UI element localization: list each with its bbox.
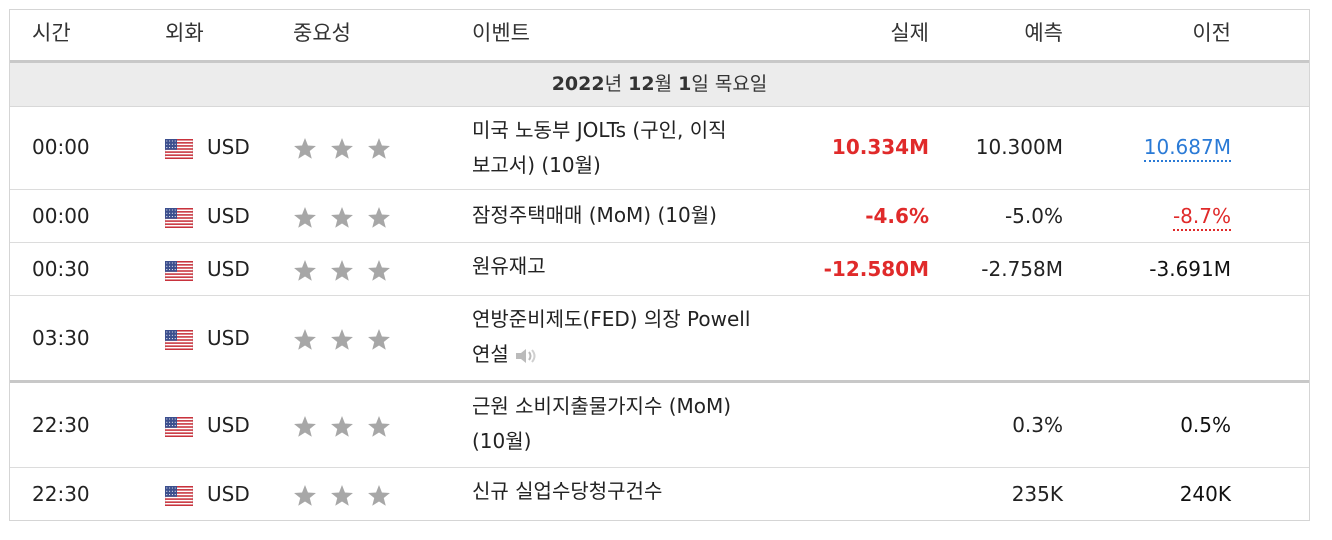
event-previous: 240K <box>1179 482 1231 506</box>
event-forecast: 10.300M <box>975 135 1063 159</box>
star-icon <box>294 485 316 506</box>
calendar-header: 시간 외화 중요성 이벤트 실제 예측 이전 <box>10 10 1309 63</box>
event-name-line1: 미국 노동부 JOLTs (구인, 이직 <box>472 118 727 142</box>
event-row[interactable]: 00:00 USD 잠정주택매매 (MoM) (10월) -4.6% -5.0%… <box>10 190 1309 243</box>
event-forecast: -5.0% <box>1004 204 1063 228</box>
event-actual: 10.334M <box>831 135 929 159</box>
us-flag-icon <box>165 208 193 228</box>
date-day-suffix: 일 목요일 <box>691 73 768 95</box>
event-name-line1: 근원 소비지출물가지수 (MoM) <box>472 394 732 418</box>
star-icon <box>368 416 390 437</box>
event-row[interactable]: 00:30 USD 원유재고 -12.580M -2.758M -3.691M <box>10 243 1309 296</box>
col-event-header[interactable]: 이벤트 <box>472 21 530 45</box>
economic-calendar: 시간 외화 중요성 이벤트 실제 예측 이전 2022년 12월 1일 목요일 … <box>9 9 1310 521</box>
event-forecast: 235K <box>1011 482 1063 506</box>
col-forecast-header[interactable]: 예측 <box>1024 21 1063 45</box>
event-time: 00:00 <box>32 204 90 228</box>
col-previous-header[interactable]: 이전 <box>1192 21 1231 45</box>
us-flag-icon <box>165 417 193 437</box>
event-forecast: 0.3% <box>1012 413 1063 437</box>
star-icon <box>368 485 390 506</box>
event-name-line1: 잠정주택매매 (MoM) (10월) <box>472 203 717 227</box>
star-icon <box>331 207 353 228</box>
star-icon <box>331 138 353 159</box>
date-day: 1 <box>678 73 692 95</box>
event-name-line2: (10월) <box>472 429 532 453</box>
event-time: 22:30 <box>32 482 90 506</box>
event-currency: USD <box>207 135 250 159</box>
col-actual-header[interactable]: 실제 <box>890 21 929 45</box>
date-year-suffix: 년 <box>604 73 629 95</box>
event-name-line2: 보고서) (10월) <box>472 153 601 177</box>
col-time-header[interactable]: 시간 <box>32 21 71 45</box>
importance-stars <box>294 416 390 437</box>
speaker-icon[interactable] <box>513 346 539 366</box>
event-previous-revised[interactable]: 10.687M <box>1143 135 1231 162</box>
event-previous-value[interactable]: 10.687M <box>1143 135 1231 162</box>
us-flag-icon <box>165 139 193 159</box>
event-previous: 0.5% <box>1180 413 1231 437</box>
star-icon <box>294 416 316 437</box>
star-icon <box>294 260 316 281</box>
star-icon <box>368 260 390 281</box>
star-icon <box>294 138 316 159</box>
star-icon <box>368 207 390 228</box>
event-row[interactable]: 00:00 USD 미국 노동부 JOLTs (구인, 이직 보고서) (10월… <box>10 107 1309 190</box>
date-month: 12 <box>628 73 655 95</box>
importance-stars <box>294 485 390 506</box>
importance-stars <box>294 260 390 281</box>
event-previous-value[interactable]: -8.7% <box>1172 204 1231 231</box>
event-name-line1: 연방준비제도(FED) 의장 Powell <box>472 307 751 331</box>
event-row[interactable]: 22:30 USD 신규 실업수당청구건수 235K 240K <box>10 468 1309 520</box>
date-month-suffix: 월 <box>654 73 679 95</box>
event-name-link[interactable]: 신규 실업수당청구건수 <box>472 474 832 509</box>
event-row[interactable]: 03:30 USD 연방준비제도(FED) 의장 Powell 연설 <box>10 296 1309 383</box>
importance-stars <box>294 207 390 228</box>
event-actual: -4.6% <box>865 204 929 228</box>
event-name-line1: 신규 실업수당청구건수 <box>472 479 663 503</box>
date-year: 2022 <box>551 73 605 95</box>
event-currency: USD <box>207 204 250 228</box>
event-currency: USD <box>207 257 250 281</box>
star-icon <box>368 138 390 159</box>
col-importance-header[interactable]: 중요성 <box>293 21 351 45</box>
event-currency: USD <box>207 482 250 506</box>
event-name-link[interactable]: 미국 노동부 JOLTs (구인, 이직 보고서) (10월) <box>472 113 832 183</box>
date-row: 2022년 12월 1일 목요일 <box>10 63 1309 107</box>
event-time: 22:30 <box>32 413 90 437</box>
event-previous: -3.691M <box>1149 257 1231 281</box>
star-icon <box>294 329 316 350</box>
importance-stars <box>294 138 390 159</box>
importance-stars <box>294 329 390 350</box>
star-icon <box>331 329 353 350</box>
event-time: 00:30 <box>32 257 90 281</box>
us-flag-icon <box>165 261 193 281</box>
event-name-link[interactable]: 잠정주택매매 (MoM) (10월) <box>472 198 832 233</box>
event-actual: -12.580M <box>823 257 929 281</box>
event-currency: USD <box>207 326 250 350</box>
star-icon <box>331 260 353 281</box>
event-name-line2: 연설 <box>472 342 509 366</box>
event-name-line1: 원유재고 <box>472 254 546 278</box>
event-previous-revised[interactable]: -8.7% <box>1172 204 1231 231</box>
col-currency-header[interactable]: 외화 <box>165 21 204 45</box>
event-name-link[interactable]: 원유재고 <box>472 249 832 284</box>
star-icon <box>331 416 353 437</box>
star-icon <box>331 485 353 506</box>
event-currency: USD <box>207 413 250 437</box>
event-name-link[interactable]: 근원 소비지출물가지수 (MoM) (10월) <box>472 389 832 459</box>
us-flag-icon <box>165 486 193 506</box>
us-flag-icon <box>165 330 193 350</box>
event-time: 03:30 <box>32 326 90 350</box>
star-icon <box>294 207 316 228</box>
star-icon <box>368 329 390 350</box>
event-row[interactable]: 22:30 USD 근원 소비지출물가지수 (MoM) (10월) 0.3% 0… <box>10 383 1309 468</box>
event-name-link[interactable]: 연방준비제도(FED) 의장 Powell 연설 <box>472 302 832 372</box>
event-forecast: -2.758M <box>981 257 1063 281</box>
event-time: 00:00 <box>32 135 90 159</box>
